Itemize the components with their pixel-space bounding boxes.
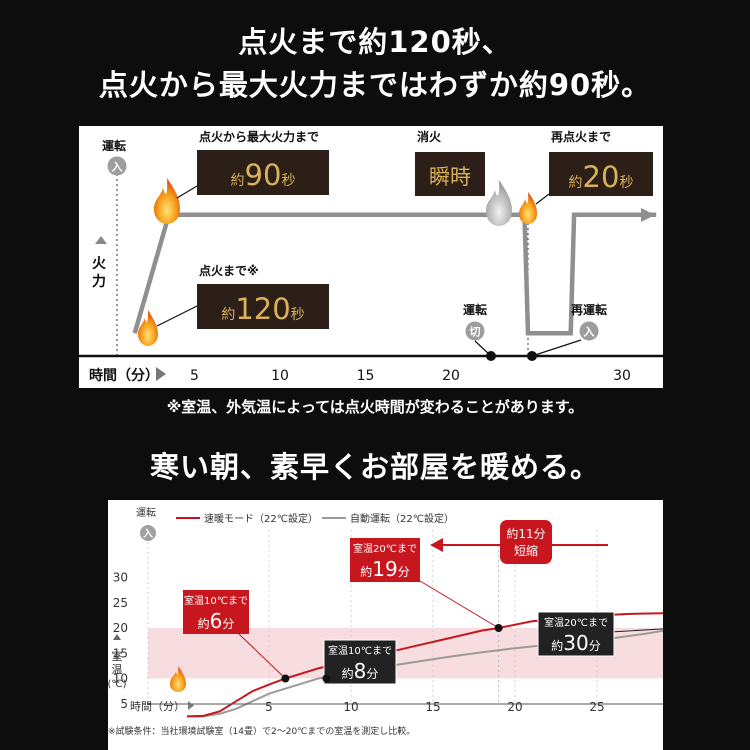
x-tick2-10: 10 [343,700,358,714]
ann-extinguish-box [415,152,485,196]
ann-red-20c-label: 室温20℃まで [353,542,417,555]
x-tick-5: 5 [190,368,199,384]
y-tick-20: 20 [113,621,128,635]
on-circle-icon-2 [140,525,156,541]
run-label: 運転 [102,138,126,153]
ann-gray-10c-label: 室温10℃まで [328,644,392,657]
y-axis-up-arrow-icon [95,236,107,244]
room-temp-note: ※試験条件：当社環境試験室（14畳）で2〜20℃までの室温を測定し比較。 [108,727,416,737]
x-tick2-5: 5 [265,700,273,714]
y-axis-label-c: (℃) [108,679,127,690]
ann-max-value: 約90秒 [231,158,296,192]
ann-gray-10c-marker [322,674,331,683]
reduction-badge [500,520,552,564]
y-tick-25: 25 [113,596,128,610]
x-tick-20: 20 [442,368,460,384]
ann-gray-10c-value: 約8分 [342,659,379,683]
flame-icon-ignite [138,310,158,346]
headline-line-1: 点火まで約120秒、 [238,25,512,59]
ann-max-box [197,150,329,195]
ann-red-20c-value: 約19分 [360,557,409,581]
y-axis-label-a: 室 [112,649,123,663]
y-axis-label-b: 温 [112,663,123,676]
restart-label: 再運転 [571,302,607,317]
ignition-note: ※室温、外気温によっては点火時間が変わることがあります。 [166,398,584,416]
off-circle-label: 切 [470,326,481,339]
ann-reignite-value: 約20秒 [569,160,634,194]
ann-red-20c-marker [494,624,503,632]
stop-label: 運転 [463,302,487,317]
reduction-badge-line2: 短縮 [514,543,538,558]
x-tick-15: 15 [357,368,375,384]
ann-max-label: 点火から最大火力まで [199,129,319,144]
ann-extinguish-value: 瞬時 [429,165,471,189]
y-axis-label-2: 力 [92,273,106,290]
y-axis-up-arrow-icon-2 [113,634,121,640]
x-tick-10: 10 [271,368,289,384]
ann-gray-20c-value: 約30分 [551,631,600,655]
flame-icon-start [170,666,186,692]
power-arrow-head [641,208,655,222]
restart-marker [527,351,537,361]
legend-gray-label: 自動運転（22℃設定） [350,512,454,525]
x-axis-arrow-icon-2 [188,701,194,710]
ann-red-10c-value: 約6分 [198,609,235,633]
y-axis-label-1: 火 [92,256,107,272]
ann-gray-20c-label: 室温20℃まで [544,616,608,629]
ann-red-10c-marker [281,674,290,683]
run-label-2: 運転 [136,507,156,519]
y-tick-15: 15 [113,646,128,660]
ann-extinguish-label: 消火 [417,129,442,144]
ignition-chart-panel: 時間（分） 5 10 15 20 30 火 力 運転 入 点火から最大火力まで 約90秒… [79,126,663,388]
flame-icon-extinguish [486,180,512,226]
on-circle-label-2: 入 [143,528,153,540]
x-axis-label-2: 時間（分） [130,700,185,713]
x-axis-label: 時間（分） [89,367,159,384]
ignition-chart: 時間（分） 5 10 15 20 30 火 力 運転 入 点火から最大火力まで 約90秒… [79,129,663,388]
headline-line-2: 点火から最大火力まではわずか約90秒。 [98,68,652,102]
x-axis-arrow-icon [156,367,166,381]
section2-title: 寒い朝、素早くお部屋を暖める。 [149,450,600,484]
ann-ignite-value: 約120秒 [221,292,304,326]
x-tick2-15: 15 [425,700,440,714]
y-tick-10: 10 [113,672,128,686]
x-tick-30: 30 [613,368,631,384]
flame-icon-reignite [519,192,537,224]
restart-circle-label: 入 [584,326,595,339]
on-circle-icon [107,156,127,176]
reduction-badge-line1: 約11分 [506,526,545,541]
x-tick2-25: 25 [589,700,604,714]
restart-circle-icon [579,321,599,341]
reduction-arrow-head [430,538,443,552]
ann-ignite-box [197,284,329,329]
room-temp-chart-panel: 運転 入 速暖モード（22℃設定） 自動運転（22℃設定） 5 10 15 20 25 3… [108,500,663,750]
on-circle-label: 入 [112,161,123,174]
y-tick-30: 30 [113,571,128,585]
ann-red-10c-label: 室温10℃まで [184,594,248,607]
legend-red-label: 速暖モード（22℃設定） [204,512,318,525]
y-tick-5: 5 [120,697,128,711]
ann-reignite-box [549,152,653,196]
flame-icon-max [154,178,180,224]
ann-ignite-label: 点火まで※ [199,263,259,278]
room-temp-chart: 運転 入 速暖モード（22℃設定） 自動運転（22℃設定） 5 10 15 20 25 3… [108,507,663,718]
x-tick2-20: 20 [507,700,522,714]
off-circle-icon [465,321,485,341]
stop-marker [486,351,496,361]
ann-reignite-label: 再点火まで [551,129,611,144]
